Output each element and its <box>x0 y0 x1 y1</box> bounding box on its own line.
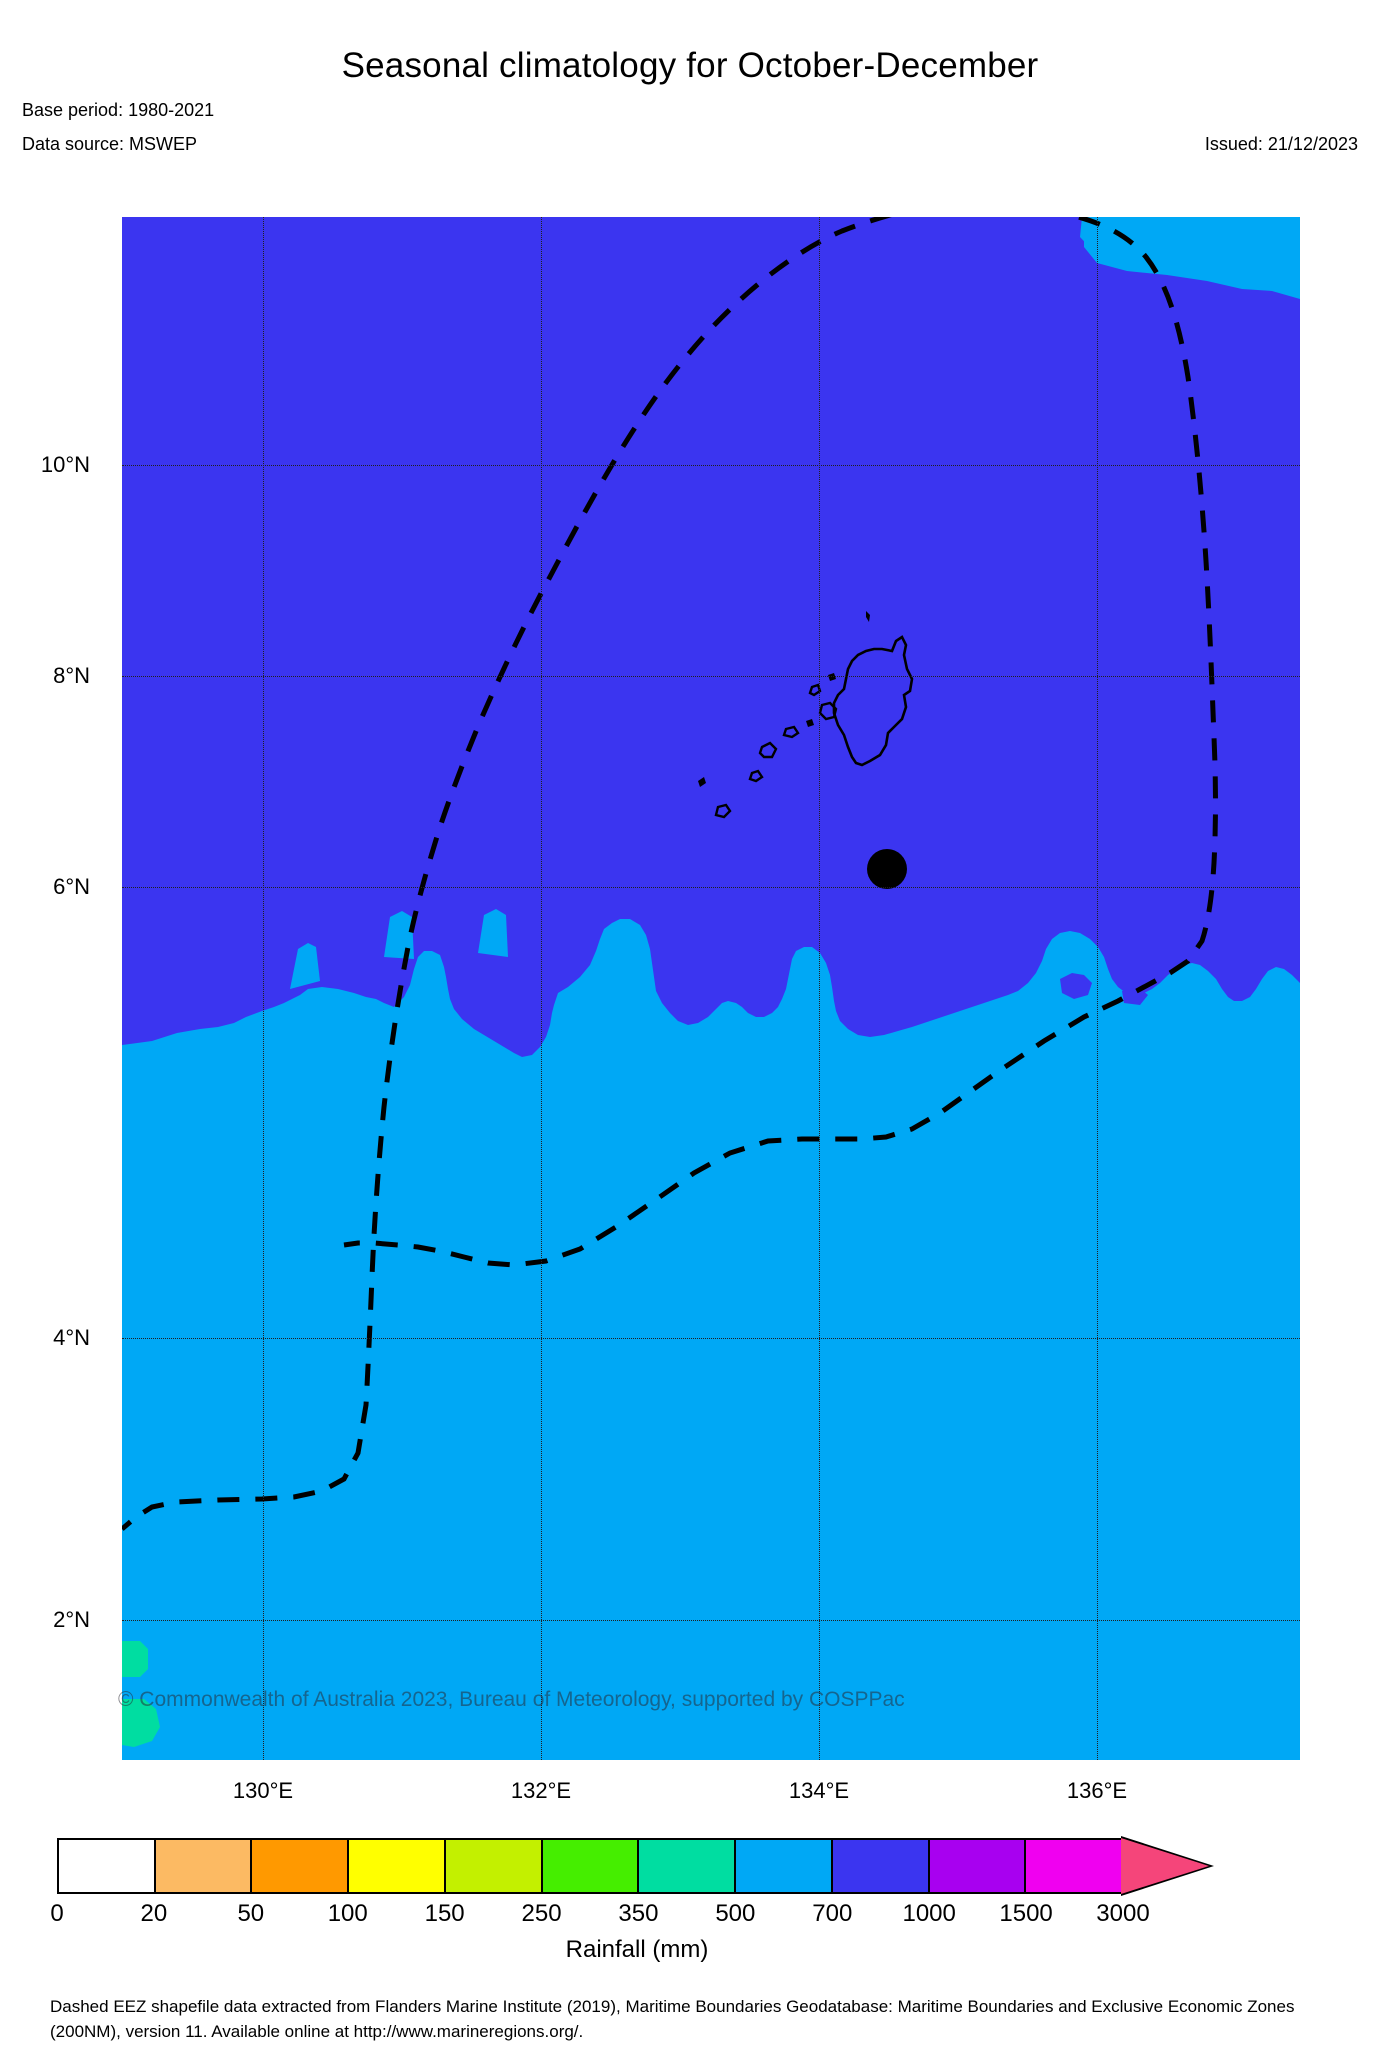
colorbar-tick-1000: 1000 <box>902 1900 956 1927</box>
colorbar-tick-labels: 0 20 50 100 150 250 350 500 700 1000 1500 3000 <box>0 1900 1380 1930</box>
colorbar-band-350-500 <box>639 1840 737 1892</box>
ytick-10N: 10°N <box>40 452 90 477</box>
colorbar-bands <box>57 1838 1123 1894</box>
base-period-label: Base period: 1980-2021 <box>22 100 215 120</box>
colorbar-tick-50: 50 <box>237 1900 265 1927</box>
xtick-134E: 134°E <box>788 1778 850 1803</box>
colorbar-band-0-20 <box>59 1840 156 1892</box>
map-raster <box>122 217 1300 1760</box>
eez-boundary-east <box>343 217 1218 1268</box>
data-source-label: Data source: MSWEP <box>22 134 198 154</box>
station-marker[interactable] <box>867 849 907 889</box>
colorbar-band-50-100 <box>252 1840 350 1892</box>
rainfall-colorbar <box>57 1836 1217 1896</box>
gridline-130E <box>263 217 264 1760</box>
colorbar-band-150-250 <box>445 1840 543 1892</box>
colorbar-tick-1500: 1500 <box>999 1900 1053 1927</box>
colorbar-tick-250: 250 <box>521 1900 562 1927</box>
xtick-130E: 130°E <box>232 1778 294 1803</box>
gridline-6N <box>122 887 1300 888</box>
rainfall-map <box>122 217 1300 1760</box>
colorbar-band-100-150 <box>349 1840 446 1892</box>
colorbar-tick-100: 100 <box>327 1900 368 1927</box>
colorbar-tick-700: 700 <box>812 1900 853 1927</box>
gridline-136E <box>1097 217 1098 1760</box>
page-title: Seasonal climatology for October-Decembe… <box>341 46 1039 85</box>
gridline-2N <box>122 1620 1300 1621</box>
ytick-6N: 6°N <box>53 874 90 899</box>
colorbar-tick-500: 500 <box>715 1900 756 1927</box>
ytick-2N: 2°N <box>53 1607 90 1632</box>
colorbar-band-250-350 <box>542 1840 640 1892</box>
colorbar-axis-label: Rainfall (mm) <box>565 1936 709 1963</box>
xtick-136E: 136°E <box>1066 1778 1128 1803</box>
issued-date-label: Issued: 21/12/2023 <box>1204 134 1358 154</box>
colorbar-tick-150: 150 <box>424 1900 465 1927</box>
colorbar-tick-3000: 3000 <box>1096 1900 1150 1927</box>
colorbar-tick-0: 0 <box>50 1900 64 1927</box>
xtick-132E: 132°E <box>510 1778 572 1803</box>
gridline-132E <box>541 217 542 1760</box>
copyright-watermark: © Commonwealth of Australia 2023, Bureau… <box>118 1688 905 1711</box>
gridline-10N <box>122 465 1300 466</box>
ytick-8N: 8°N <box>53 663 90 688</box>
palau-island-outline <box>698 611 914 819</box>
gridline-4N <box>122 1338 1300 1339</box>
colorbar-band-700-1000 <box>832 1840 930 1892</box>
colorbar-tick-20: 20 <box>140 1900 168 1927</box>
colorbar-band-20-50 <box>155 1840 253 1892</box>
gridline-8N <box>122 676 1300 677</box>
colorbar-band-1000-1500 <box>929 1840 1027 1892</box>
ytick-4N: 4°N <box>53 1325 90 1350</box>
eez-footnote: Dashed EEZ shapefile data extracted from… <box>50 1997 1295 2041</box>
colorbar-band-500-700 <box>736 1840 833 1892</box>
gridline-134E <box>819 217 820 1760</box>
colorbar-overflow-arrow <box>1121 1838 1209 1894</box>
colorbar-tick-350: 350 <box>618 1900 659 1927</box>
eez-boundary-west <box>122 217 892 1531</box>
colorbar-band-1500-3000 <box>1026 1840 1122 1892</box>
